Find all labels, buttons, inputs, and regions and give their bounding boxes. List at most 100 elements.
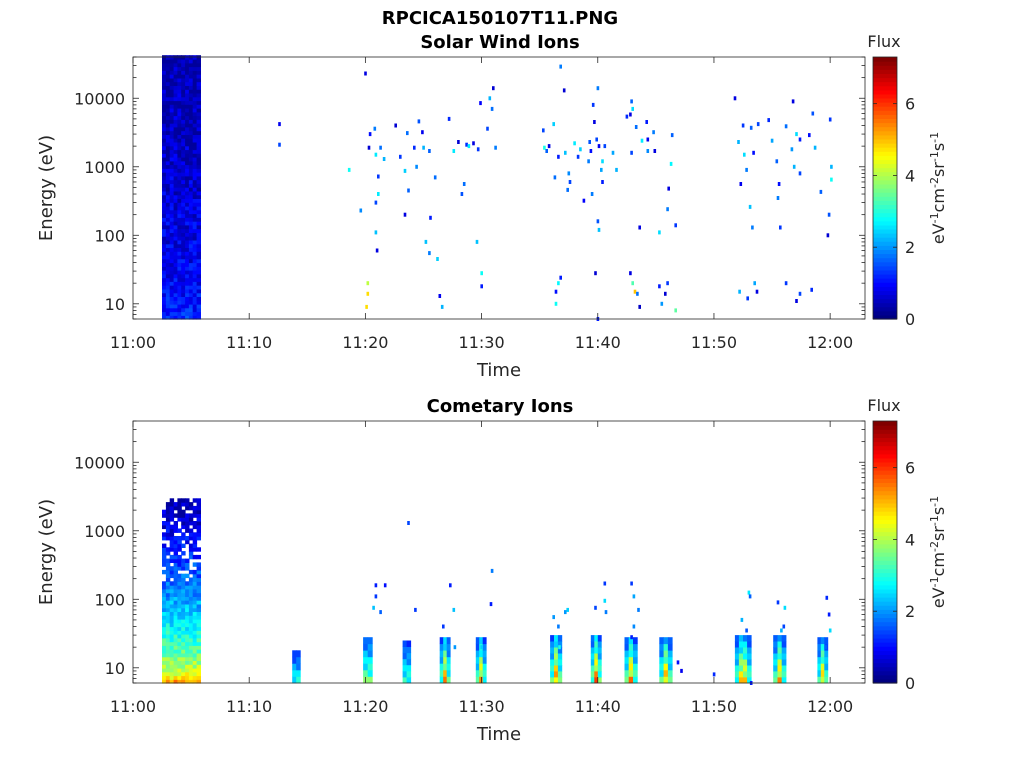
spectrogram-cell [475, 637, 480, 645]
spectrogram-cell [162, 183, 167, 188]
spectrogram-cell [777, 659, 783, 666]
panel-title: Solar Wind Ions [420, 32, 579, 53]
spectrogram-cell [173, 153, 178, 158]
spectrogram-cell [188, 96, 194, 102]
spectrogram-cell [185, 62, 190, 68]
spectrogram-cell [173, 539, 178, 545]
spectrogram-cell [162, 626, 167, 631]
spectrogram-cell [188, 273, 194, 279]
spectrogram-cell [162, 217, 167, 222]
spectrogram-point [422, 145, 425, 150]
spectrogram-cell [165, 141, 171, 147]
colorbar-unit-label: eV-1cm-2sr-1s-1 [928, 496, 948, 608]
spectrogram-cell [738, 671, 744, 678]
spectrogram-cell [181, 194, 186, 199]
spectrogram-cell [185, 172, 190, 177]
spectrogram-cell [196, 679, 201, 684]
spectrogram-cell [824, 637, 829, 645]
spectrogram-cell [162, 592, 167, 597]
spectrogram-cell [443, 656, 448, 664]
colorbar-step [873, 290, 897, 295]
spectrogram-cell [188, 656, 194, 661]
spectrogram-cell [165, 649, 171, 654]
spectrogram-cell [188, 630, 194, 635]
spectrogram-cell [192, 228, 198, 233]
spectrogram-cell [185, 664, 190, 669]
spectrogram-point [777, 182, 781, 186]
colorbar-step [873, 625, 897, 631]
colorbar-step [873, 535, 897, 541]
colorbar-step [873, 143, 897, 148]
y-tick-label: 10 [105, 659, 125, 678]
spectrogram-point [596, 219, 600, 224]
spectrogram-point [440, 304, 444, 309]
spectrogram-cell [185, 588, 190, 594]
colorbar-step [873, 220, 897, 226]
spectrogram-cell [196, 77, 201, 83]
spectrogram-cell [173, 607, 178, 612]
spectrogram-cell [196, 630, 201, 635]
spectrogram-cell [169, 59, 175, 64]
spectrogram-cell [196, 126, 201, 132]
spectrogram-cell [162, 671, 167, 677]
spectrogram-cell [781, 671, 787, 678]
spectrogram-cell [820, 669, 825, 677]
spectrogram-cell [196, 588, 201, 594]
spectrogram-cell [188, 130, 194, 135]
spectrogram-point [438, 294, 442, 298]
spectrogram-cell [165, 569, 171, 575]
spectrogram-point [784, 124, 788, 129]
spectrogram-cell [173, 119, 178, 124]
spectrogram-cell [192, 77, 198, 83]
spectrogram-point [594, 605, 597, 610]
spectrogram-cell [192, 243, 198, 248]
spectrogram-cell [165, 258, 171, 264]
spectrogram-cell [181, 243, 186, 248]
spectrogram-cell [192, 70, 198, 75]
spectrogram-cell [181, 566, 186, 571]
spectrogram-cell [181, 637, 186, 643]
spectrogram-cell [177, 224, 182, 230]
spectrogram-cell [162, 513, 167, 518]
spectrogram-point [413, 145, 416, 150]
spectrogram-cell [554, 653, 559, 660]
spectrogram-cell [165, 577, 171, 582]
spectrogram-cell [169, 104, 175, 109]
spectrogram-cell [162, 115, 167, 120]
spectrogram-cell [188, 221, 194, 226]
spectrogram-point [784, 281, 788, 286]
spectrogram-cell [181, 153, 186, 158]
spectrogram-cell [185, 300, 190, 305]
spectrogram-cell [162, 562, 167, 567]
spectrogram-cell [185, 85, 190, 90]
spectrogram-cell [162, 311, 167, 316]
spectrogram-cell [181, 679, 186, 684]
spectrogram-cell [173, 577, 178, 582]
spectrogram-cell [173, 562, 178, 567]
spectrogram-cell [479, 663, 484, 671]
spectrogram-cell [169, 172, 175, 177]
spectrogram-cell [188, 554, 194, 560]
spectrogram-point [490, 106, 494, 111]
spectrogram-cell [185, 634, 190, 639]
spectrogram-cell [173, 667, 178, 673]
spectrogram-cell [590, 671, 595, 678]
spectrogram-cell [192, 600, 198, 605]
spectrogram-cell [738, 647, 744, 654]
spectrogram-cell [181, 551, 186, 556]
spectrogram-cell [162, 59, 167, 64]
colorbar-step [873, 478, 897, 483]
spectrogram-cell [173, 615, 178, 620]
spectrogram-cell [196, 521, 201, 526]
spectrogram-cell [192, 607, 198, 612]
spectrogram-cell [292, 650, 297, 658]
spectrogram-cell [192, 671, 198, 677]
spectrogram-cell [173, 645, 178, 650]
spectrogram-point [480, 271, 483, 276]
spectrogram-cell [185, 615, 190, 620]
spectrogram-cell [165, 96, 171, 102]
spectrogram-point [630, 150, 633, 155]
spectrogram-cell [824, 663, 829, 671]
spectrogram-cell [188, 236, 194, 241]
spectrogram-cell [192, 239, 198, 245]
